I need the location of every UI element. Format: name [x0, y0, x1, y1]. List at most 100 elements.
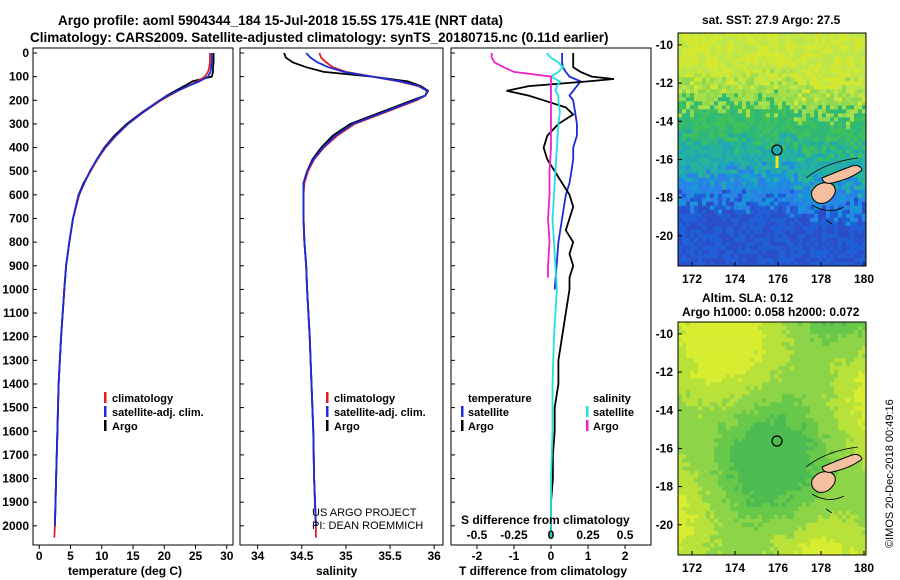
map-cell — [734, 374, 739, 379]
map-cell — [694, 77, 699, 82]
map-cell — [758, 362, 763, 367]
map-cell — [854, 434, 859, 439]
map-cell — [854, 422, 859, 427]
map-cell — [766, 350, 771, 355]
map-cell — [782, 41, 787, 46]
map-cell — [786, 470, 791, 475]
map-cell — [758, 189, 763, 194]
map-cell — [710, 346, 715, 351]
map-cell — [710, 350, 715, 355]
map-cell — [678, 121, 683, 126]
depth-tick-label: 1400 — [2, 377, 29, 391]
map-cell — [782, 201, 787, 207]
map-cell — [686, 153, 691, 158]
map-cell — [762, 105, 767, 110]
map-cell — [742, 189, 747, 194]
map-cell — [702, 462, 707, 467]
map-cell — [854, 462, 859, 467]
map-cell — [734, 394, 739, 399]
map-cell — [698, 213, 703, 219]
map-cell — [682, 402, 687, 407]
map-cell — [734, 85, 739, 90]
map-cell — [718, 197, 723, 203]
map-cell — [726, 85, 731, 90]
map-cell — [814, 358, 819, 363]
map-cell — [778, 149, 783, 154]
map-cell — [706, 494, 711, 500]
map-cell — [782, 209, 787, 215]
map-cell — [738, 181, 743, 186]
map-cell — [798, 494, 803, 500]
map-cell — [730, 53, 735, 58]
map-cell — [842, 398, 847, 403]
map-cell — [790, 181, 795, 186]
map-cell — [718, 418, 723, 423]
map-cell — [758, 438, 763, 443]
map-cell — [842, 406, 847, 411]
map-cell — [726, 418, 731, 423]
map-cell — [802, 474, 807, 479]
map-cell — [762, 149, 767, 154]
map-cell — [754, 466, 759, 471]
map-cell — [838, 386, 843, 391]
map-cell — [798, 245, 803, 251]
map-cell — [754, 358, 759, 363]
map-cell — [862, 157, 867, 162]
map-cell — [782, 470, 787, 475]
map-cell — [854, 229, 859, 235]
map-cell — [702, 81, 707, 86]
map-cell — [810, 173, 815, 178]
map-cell — [794, 382, 799, 387]
map-cell — [694, 378, 699, 383]
map-cell — [766, 209, 771, 215]
map-cell — [830, 145, 835, 150]
map-cell — [842, 478, 847, 483]
map-cell — [810, 398, 815, 403]
map-cell — [678, 486, 683, 492]
map-cell — [854, 213, 859, 219]
salinity-legend: climatology satellite-adj. clim. Argo — [326, 392, 426, 433]
map-cell — [678, 478, 683, 483]
salinity-panel: 34 34.5 35 35.5 36 salinity climatology sate… — [239, 47, 444, 578]
map-cell — [682, 370, 687, 375]
map-cell — [798, 213, 803, 219]
map-cell — [858, 253, 863, 259]
map-cell — [786, 494, 791, 500]
map-cell — [742, 185, 747, 190]
map-cell — [770, 77, 775, 82]
map-cell — [726, 462, 731, 467]
map-cell — [722, 105, 727, 110]
map-cell — [802, 185, 807, 190]
map-cell — [790, 482, 795, 488]
map-cell — [686, 422, 691, 427]
map-cell — [802, 81, 807, 86]
map-cell — [746, 173, 751, 178]
map-cell — [678, 177, 683, 182]
map-cell — [766, 121, 771, 126]
map-cell — [790, 105, 795, 110]
map-cell — [770, 121, 775, 126]
map-cell — [858, 93, 863, 98]
map-cell — [714, 125, 719, 130]
map-cell — [762, 261, 767, 267]
map-cell — [722, 237, 727, 243]
map-cell — [722, 33, 727, 38]
map-cell — [742, 173, 747, 178]
map-cell — [802, 486, 807, 492]
map-cell — [750, 438, 755, 443]
map-cell — [690, 446, 695, 451]
map-cell — [790, 197, 795, 203]
map-cell — [678, 378, 683, 383]
map-cell — [842, 221, 847, 227]
map-cell — [698, 422, 703, 427]
map-cell — [774, 229, 779, 235]
map-cell — [694, 85, 699, 90]
map-cell — [838, 45, 843, 50]
map-cell — [854, 261, 859, 267]
map-cell — [830, 213, 835, 219]
map-cell — [850, 446, 855, 451]
map-cell — [718, 450, 723, 455]
map-cell — [762, 101, 767, 106]
map-cell — [706, 161, 711, 166]
map-cell — [790, 458, 795, 463]
